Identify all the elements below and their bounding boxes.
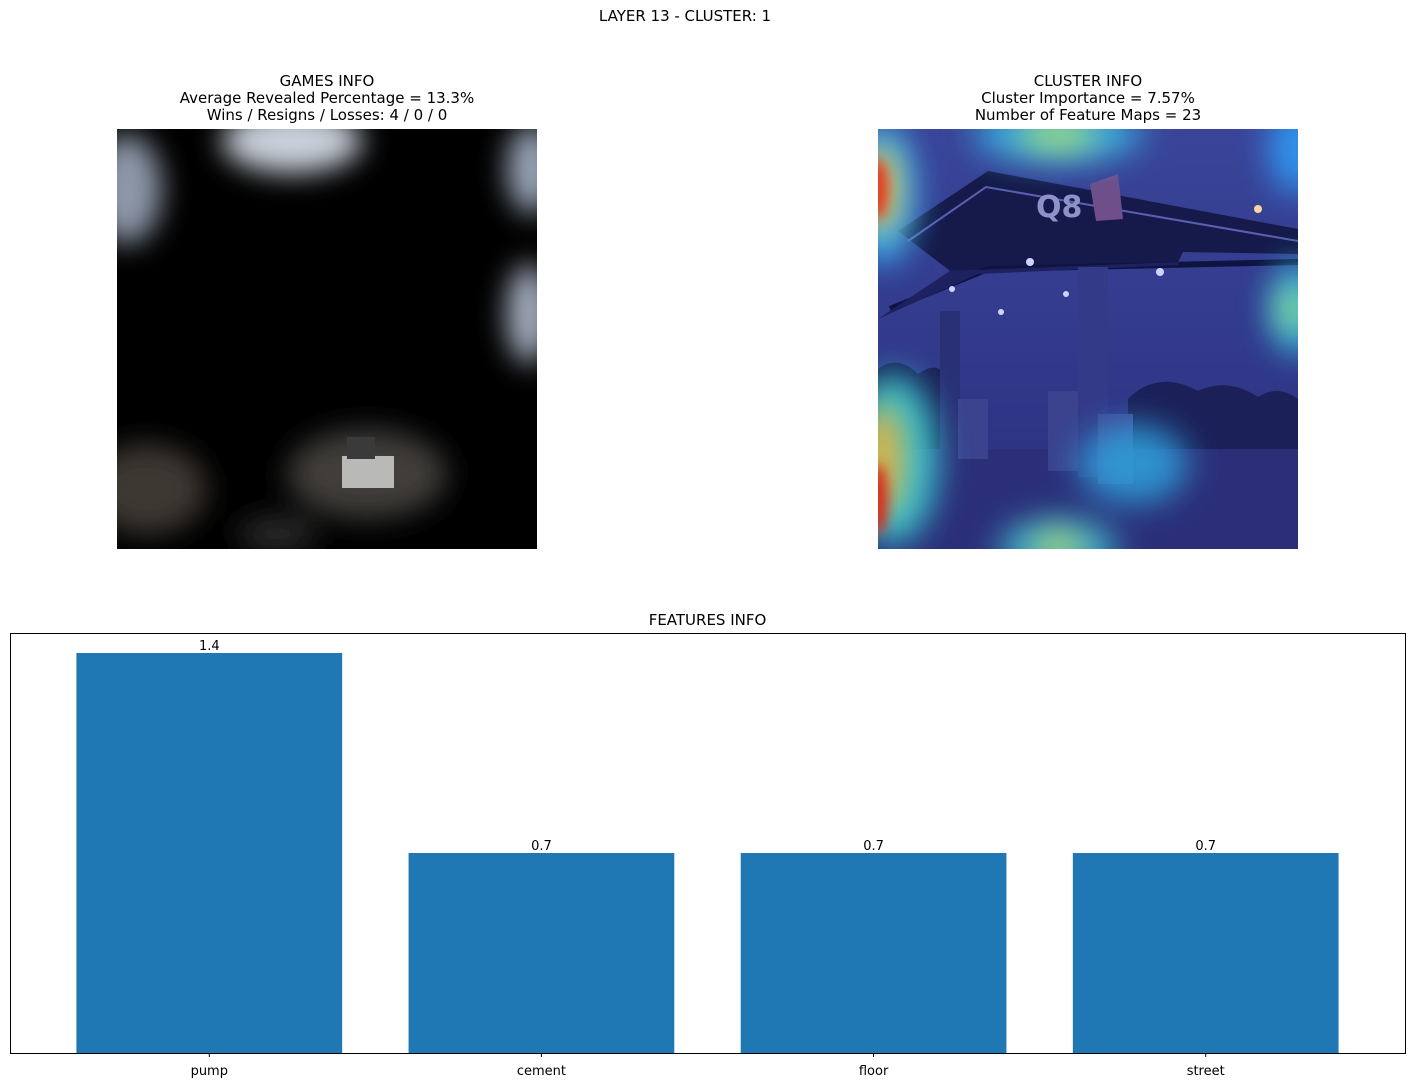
number-of-feature-maps: Number of Feature Maps = 23 [974, 106, 1202, 124]
x-tick-label-cement: cement [517, 1064, 566, 1079]
bar-floor [740, 853, 1007, 1053]
revealed-image [117, 129, 537, 549]
wins-resigns-losses: Wins / Resigns / Losses: 4 / 0 / 0 [206, 106, 448, 124]
bar-pump [76, 653, 343, 1053]
features-info-title: FEATURES INFO [648, 611, 767, 629]
bar-street [1072, 853, 1339, 1053]
cluster-heatmap-svg: Q8 [878, 129, 1298, 549]
data-label-cement: 0.7 [531, 839, 552, 854]
x-tick-label-pump: pump [191, 1064, 228, 1079]
cluster-importance: Cluster Importance = 7.57% [981, 89, 1195, 107]
data-label-pump: 1.4 [199, 639, 220, 654]
average-revealed-percentage: Average Revealed Percentage = 13.3% [179, 89, 475, 107]
revealed-image-svg [117, 129, 537, 549]
cluster-info-heading: CLUSTER INFO [1033, 72, 1143, 90]
sign-text: Q8 [1036, 190, 1082, 225]
games-info-title: GAMES INFO Average Revealed Percentage =… [117, 73, 537, 124]
cluster-heatmap-image: Q8 [878, 129, 1298, 549]
bar-cement [408, 853, 675, 1053]
plot-frame [10, 633, 1406, 1054]
data-label-street: 0.7 [1195, 839, 1216, 854]
figure-title: LAYER 13 - CLUSTER: 1 [598, 7, 772, 25]
x-tick-label-floor: floor [859, 1064, 889, 1079]
data-label-floor: 0.7 [863, 839, 884, 854]
cluster-info-title: CLUSTER INFO Cluster Importance = 7.57% … [878, 73, 1298, 124]
x-tick-label-street: street [1187, 1064, 1225, 1079]
games-info-heading: GAMES INFO [279, 72, 375, 90]
